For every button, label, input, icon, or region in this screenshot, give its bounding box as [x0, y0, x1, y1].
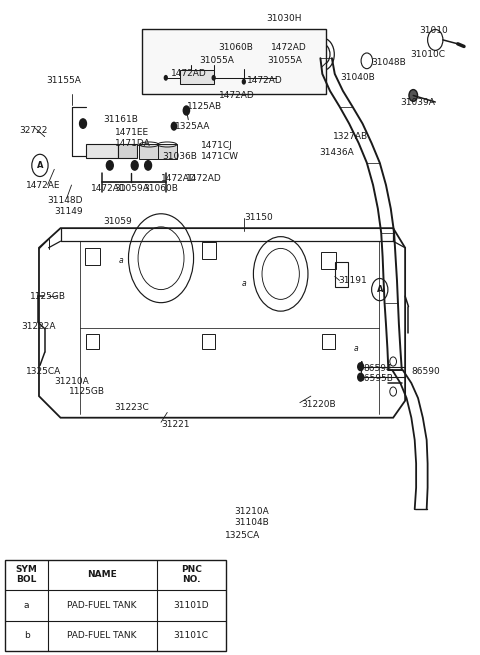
Bar: [5, 559, 226, 651]
Text: PAD-FUEL TANK: PAD-FUEL TANK: [67, 601, 137, 610]
Text: 1472AD: 1472AD: [186, 174, 222, 183]
Text: 32722: 32722: [19, 126, 47, 135]
Text: 31060B: 31060B: [218, 43, 253, 52]
Text: 31436A: 31436A: [319, 148, 354, 157]
Text: 31155A: 31155A: [46, 76, 81, 85]
Text: 1325CA: 1325CA: [25, 367, 61, 377]
Text: 1472AD: 1472AD: [170, 69, 206, 79]
Text: 1472AD: 1472AD: [271, 43, 307, 52]
Text: 1325AA: 1325AA: [175, 122, 211, 131]
Text: 31010: 31010: [420, 26, 448, 35]
Bar: [180, 70, 214, 84]
Text: 31010C: 31010C: [410, 50, 445, 59]
Text: 1472AD: 1472AD: [218, 91, 254, 100]
Text: 31150: 31150: [244, 213, 273, 222]
Text: 31149: 31149: [54, 207, 83, 215]
Bar: [86, 334, 99, 349]
Text: 1327AB: 1327AB: [333, 132, 369, 141]
Text: 31101D: 31101D: [173, 601, 209, 610]
Text: 31161B: 31161B: [104, 115, 138, 124]
Text: 86594: 86594: [363, 364, 392, 373]
Bar: [140, 145, 158, 159]
Text: 1471EE: 1471EE: [115, 128, 149, 138]
Circle shape: [241, 79, 246, 84]
Text: 31040B: 31040B: [340, 73, 375, 83]
Circle shape: [144, 160, 152, 170]
Text: PAD-FUEL TANK: PAD-FUEL TANK: [67, 631, 137, 641]
Text: 31059: 31059: [104, 217, 132, 226]
Text: 31222A: 31222A: [21, 322, 55, 331]
Bar: [202, 242, 216, 259]
Text: 1125GB: 1125GB: [69, 387, 105, 396]
Text: 31048B: 31048B: [372, 58, 407, 67]
Text: 31059A: 31059A: [115, 185, 149, 193]
Text: PNC
NO.: PNC NO.: [181, 565, 202, 584]
Text: 31030H: 31030H: [266, 14, 302, 24]
Text: 1471CW: 1471CW: [201, 152, 239, 160]
Circle shape: [409, 90, 418, 102]
Circle shape: [107, 160, 113, 170]
Text: a: a: [353, 344, 358, 353]
Text: A: A: [36, 161, 43, 170]
Text: 31060B: 31060B: [144, 185, 178, 193]
Text: 31055A: 31055A: [268, 56, 302, 66]
Text: 31039A: 31039A: [400, 98, 435, 107]
Text: 31220B: 31220B: [301, 400, 336, 409]
Text: 31055A: 31055A: [199, 56, 234, 66]
Text: NAME: NAME: [87, 571, 117, 579]
Text: 31210A: 31210A: [234, 508, 269, 516]
Text: 1125GB: 1125GB: [30, 291, 66, 301]
Circle shape: [358, 373, 363, 381]
Circle shape: [212, 75, 216, 81]
Bar: [335, 262, 348, 287]
Text: 31223C: 31223C: [115, 403, 149, 412]
Bar: [157, 145, 177, 159]
Text: 31221: 31221: [161, 420, 190, 429]
Text: 1325CA: 1325CA: [225, 531, 260, 540]
Circle shape: [182, 105, 190, 116]
Text: 31104B: 31104B: [234, 517, 269, 527]
Text: 31101C: 31101C: [174, 631, 209, 641]
Circle shape: [170, 122, 177, 131]
Text: a: a: [24, 601, 29, 610]
Bar: [119, 145, 137, 158]
Text: 31210A: 31210A: [54, 377, 89, 386]
Circle shape: [164, 75, 168, 81]
Text: b: b: [24, 631, 29, 641]
Text: a: a: [241, 278, 246, 288]
Text: 1471DA: 1471DA: [115, 139, 150, 147]
Bar: [142, 29, 326, 94]
Text: 1125AB: 1125AB: [187, 102, 222, 111]
Text: 1472AE: 1472AE: [25, 181, 60, 189]
Text: 86590: 86590: [411, 367, 440, 377]
Text: a: a: [119, 256, 124, 265]
Text: 31148D: 31148D: [48, 196, 83, 204]
Text: 31036B: 31036B: [162, 152, 197, 160]
Text: 86595B: 86595B: [359, 374, 394, 383]
Text: 1471CJ: 1471CJ: [201, 141, 232, 150]
Text: 1472AD: 1472AD: [91, 185, 126, 193]
Circle shape: [131, 160, 138, 170]
Text: A: A: [376, 285, 383, 294]
Circle shape: [80, 119, 86, 128]
Bar: [322, 252, 336, 269]
Bar: [86, 145, 119, 158]
Bar: [322, 334, 335, 349]
Bar: [85, 248, 100, 265]
Text: 1472AD: 1472AD: [247, 76, 283, 85]
Text: 1472AD: 1472AD: [161, 174, 197, 183]
Text: 31191: 31191: [338, 276, 367, 285]
Circle shape: [358, 363, 363, 371]
Text: SYM
BOL: SYM BOL: [16, 565, 37, 584]
Bar: [203, 334, 216, 349]
